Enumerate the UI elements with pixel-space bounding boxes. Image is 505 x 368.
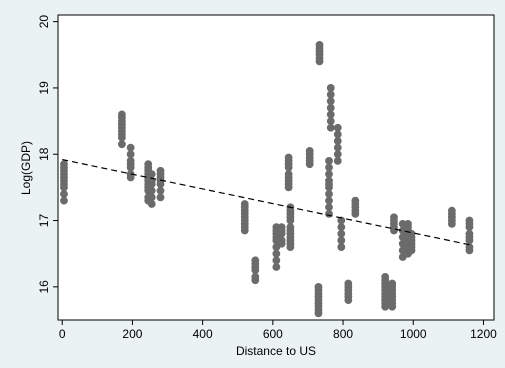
- y-axis-title: Log(GDP): [19, 141, 33, 195]
- data-point: [147, 186, 156, 195]
- data-point: [326, 123, 335, 132]
- x-tick-label: 0: [59, 327, 66, 341]
- data-point: [144, 160, 153, 169]
- y-tick-label: 19: [37, 81, 51, 95]
- data-point: [326, 84, 335, 92]
- x-tick-label: 1200: [470, 327, 497, 341]
- data-point: [314, 282, 323, 291]
- data-point: [240, 200, 249, 208]
- data-point: [60, 196, 68, 205]
- data-point: [147, 170, 156, 179]
- data-point: [251, 256, 260, 265]
- data-point: [326, 103, 335, 112]
- data-point: [284, 153, 293, 162]
- data-point: [126, 156, 135, 165]
- y-tick-label: 17: [37, 214, 51, 228]
- data-point: [404, 219, 412, 228]
- data-point: [60, 160, 68, 169]
- x-tick-label: 200: [122, 327, 142, 341]
- data-point: [326, 97, 335, 106]
- x-tick-label: 800: [333, 327, 353, 341]
- data-point: [388, 279, 397, 288]
- data-point: [325, 196, 333, 205]
- data-point: [465, 229, 474, 238]
- data-point: [337, 236, 346, 245]
- data-point: [305, 147, 314, 155]
- data-point: [337, 223, 346, 232]
- data-point: [126, 170, 135, 179]
- data-point: [284, 170, 293, 179]
- data-point: [447, 206, 456, 215]
- data-point: [277, 223, 286, 232]
- data-point: [325, 170, 333, 179]
- x-tick-label: 600: [263, 327, 283, 341]
- y-tick-label: 20: [37, 15, 51, 29]
- data-point: [325, 203, 333, 212]
- data-point: [60, 190, 68, 198]
- y-tick-label: 18: [37, 147, 51, 161]
- data-point: [333, 123, 342, 132]
- y-tick-label: 16: [37, 280, 51, 294]
- data-point: [272, 249, 281, 258]
- x-tick-label: 1000: [400, 327, 427, 341]
- data-point: [333, 137, 342, 145]
- data-point: [126, 143, 135, 152]
- data-points: [60, 40, 474, 318]
- data-point: [465, 243, 474, 251]
- data-point: [126, 150, 135, 159]
- data-point: [390, 213, 398, 222]
- data-point: [272, 256, 281, 265]
- data-point: [333, 156, 342, 165]
- data-point: [326, 110, 335, 119]
- data-point: [344, 279, 353, 288]
- plot-area: [57, 14, 495, 321]
- data-point: [325, 163, 333, 172]
- data-point: [156, 193, 165, 202]
- x-tick-label: 400: [193, 327, 213, 341]
- data-point: [326, 117, 335, 125]
- data-point: [337, 243, 346, 251]
- data-point: [147, 200, 156, 208]
- data-point: [407, 229, 416, 238]
- data-point: [286, 223, 295, 232]
- data-point: [325, 190, 333, 198]
- data-point: [333, 150, 342, 159]
- data-point: [333, 130, 342, 139]
- data-point: [351, 196, 360, 205]
- x-axis-title: Distance to US: [236, 344, 316, 358]
- data-point: [277, 236, 286, 245]
- data-point: [315, 40, 324, 49]
- data-point: [325, 156, 333, 165]
- data-point: [326, 90, 335, 99]
- data-point: [465, 216, 474, 225]
- data-point: [325, 210, 333, 218]
- data-point: [272, 263, 281, 271]
- data-point: [156, 186, 165, 195]
- data-point: [156, 166, 165, 175]
- y-axis-ticks: 16 17 18 19 20: [37, 15, 58, 294]
- data-point: [381, 273, 390, 281]
- data-point: [337, 229, 346, 238]
- data-point: [117, 140, 126, 149]
- data-point: [147, 193, 156, 202]
- data-point: [337, 216, 346, 225]
- x-axis-ticks: 0 200 400 600 800 1000 1200: [59, 320, 497, 341]
- data-point: [117, 110, 126, 119]
- data-point: [251, 273, 260, 281]
- data-point: [333, 143, 342, 152]
- data-point: [325, 176, 333, 185]
